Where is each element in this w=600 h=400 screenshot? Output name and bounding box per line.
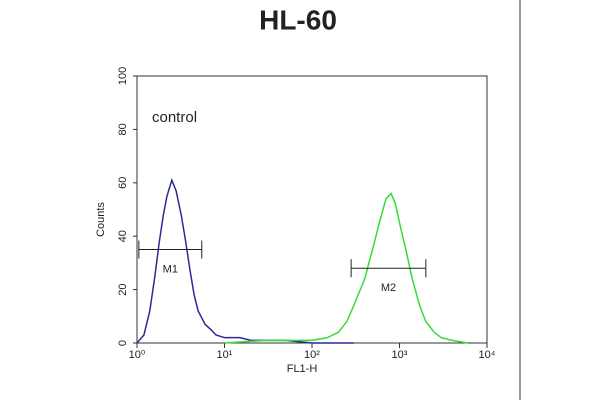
y-tick-label: 80 xyxy=(117,123,129,135)
annotation: control xyxy=(152,109,197,126)
marker-label: M1 xyxy=(163,263,178,275)
y-axis-label: Counts xyxy=(95,202,107,237)
histogram-line xyxy=(136,177,354,344)
x-tick-label: 10¹ xyxy=(217,349,233,361)
x-tick-label: 10² xyxy=(304,349,320,361)
y-tick-label: 100 xyxy=(117,67,129,85)
y-tick-label: 0 xyxy=(117,340,129,346)
y-tick-label: 60 xyxy=(117,177,129,189)
y-tick-label: 40 xyxy=(117,230,129,242)
x-tick-label: 10⁴ xyxy=(479,349,496,361)
histogram-line xyxy=(224,192,468,344)
chart-title: HL-60 xyxy=(259,4,337,35)
x-axis-label: FL1-H xyxy=(287,363,318,375)
x-tick-label: 10⁰ xyxy=(129,349,146,361)
y-tick-label: 20 xyxy=(117,283,129,295)
marker-label: M2 xyxy=(381,282,396,294)
x-tick-label: 10³ xyxy=(392,349,408,361)
